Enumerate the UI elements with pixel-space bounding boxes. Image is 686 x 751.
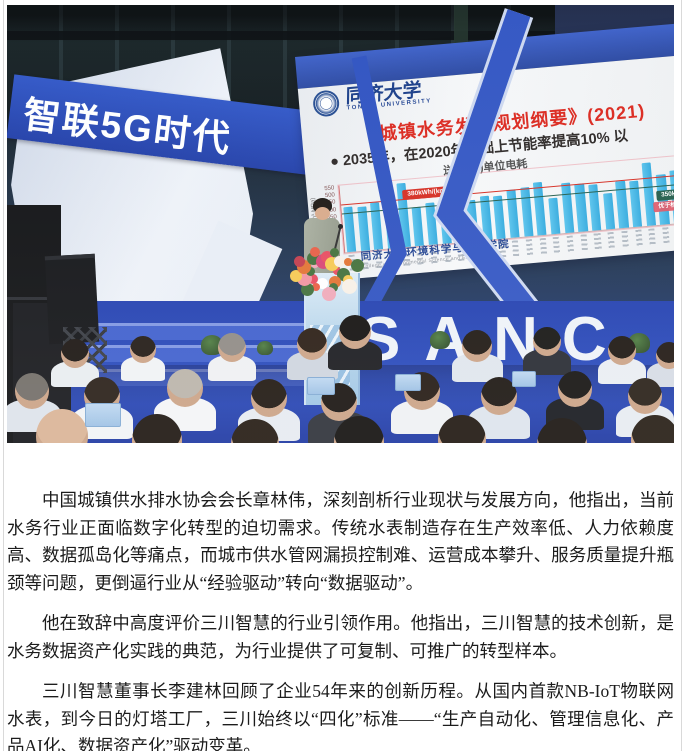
name-tablet <box>307 377 335 395</box>
paragraph-3: 三川智慧董事长李建林回顾了企业54年来的创新历程。从国内首款NB-IoT物联网水… <box>7 681 674 751</box>
page-border-right <box>681 0 682 751</box>
flower <box>312 283 321 292</box>
audience-head <box>608 336 636 366</box>
audience-head <box>167 369 203 407</box>
paragraph-2: 他在致辞中高度评价三川智慧的行业引领作用。他指出，三川智慧的技术创新，是水务数据… <box>7 613 674 661</box>
flower <box>344 258 353 267</box>
article-body: 中国城镇供水排水协会会长章林伟，深刻剖析行业现状与发展方向，他指出，当前水务行业… <box>7 443 674 751</box>
flower <box>317 277 329 289</box>
flower <box>321 286 336 301</box>
audience-head <box>251 379 287 417</box>
audience-head <box>462 330 492 362</box>
audience-head <box>15 373 49 409</box>
event-photo: 智联5G时代 同济大学 TONGJI UNIVERSITY 《城镇水务发展规划纲… <box>7 5 674 443</box>
audience-head <box>656 342 674 370</box>
flower <box>333 256 345 268</box>
flower <box>289 270 302 283</box>
flower <box>330 248 340 258</box>
audience-head <box>481 377 517 415</box>
name-tablet <box>395 374 421 391</box>
flower <box>342 279 358 295</box>
microphone-head <box>338 224 343 229</box>
flower <box>310 247 321 258</box>
paragraph-1: 中国城镇供水排水协会会长章林伟，深刻剖析行业现状与发展方向，他指出，当前水务行业… <box>7 490 674 593</box>
flower <box>350 258 364 272</box>
flower <box>329 283 339 293</box>
plant <box>201 335 223 355</box>
plant <box>257 341 273 356</box>
audience-head <box>339 315 371 349</box>
flower <box>300 282 314 296</box>
plant <box>430 331 450 349</box>
building-beam <box>7 31 674 40</box>
flower <box>293 255 305 267</box>
audience-head <box>218 333 246 363</box>
audience-head <box>297 328 327 360</box>
speaker-tower-seam <box>7 297 67 300</box>
page-border-left <box>3 0 4 751</box>
flower <box>308 273 319 284</box>
speaker-face <box>315 207 330 220</box>
audience-head <box>61 339 89 369</box>
audience-head <box>533 327 561 357</box>
flower <box>305 266 315 276</box>
audience-head <box>130 336 156 364</box>
audience-head <box>628 378 662 414</box>
audience-head <box>558 371 592 407</box>
name-tablet <box>85 403 121 427</box>
name-tablet <box>512 371 536 387</box>
